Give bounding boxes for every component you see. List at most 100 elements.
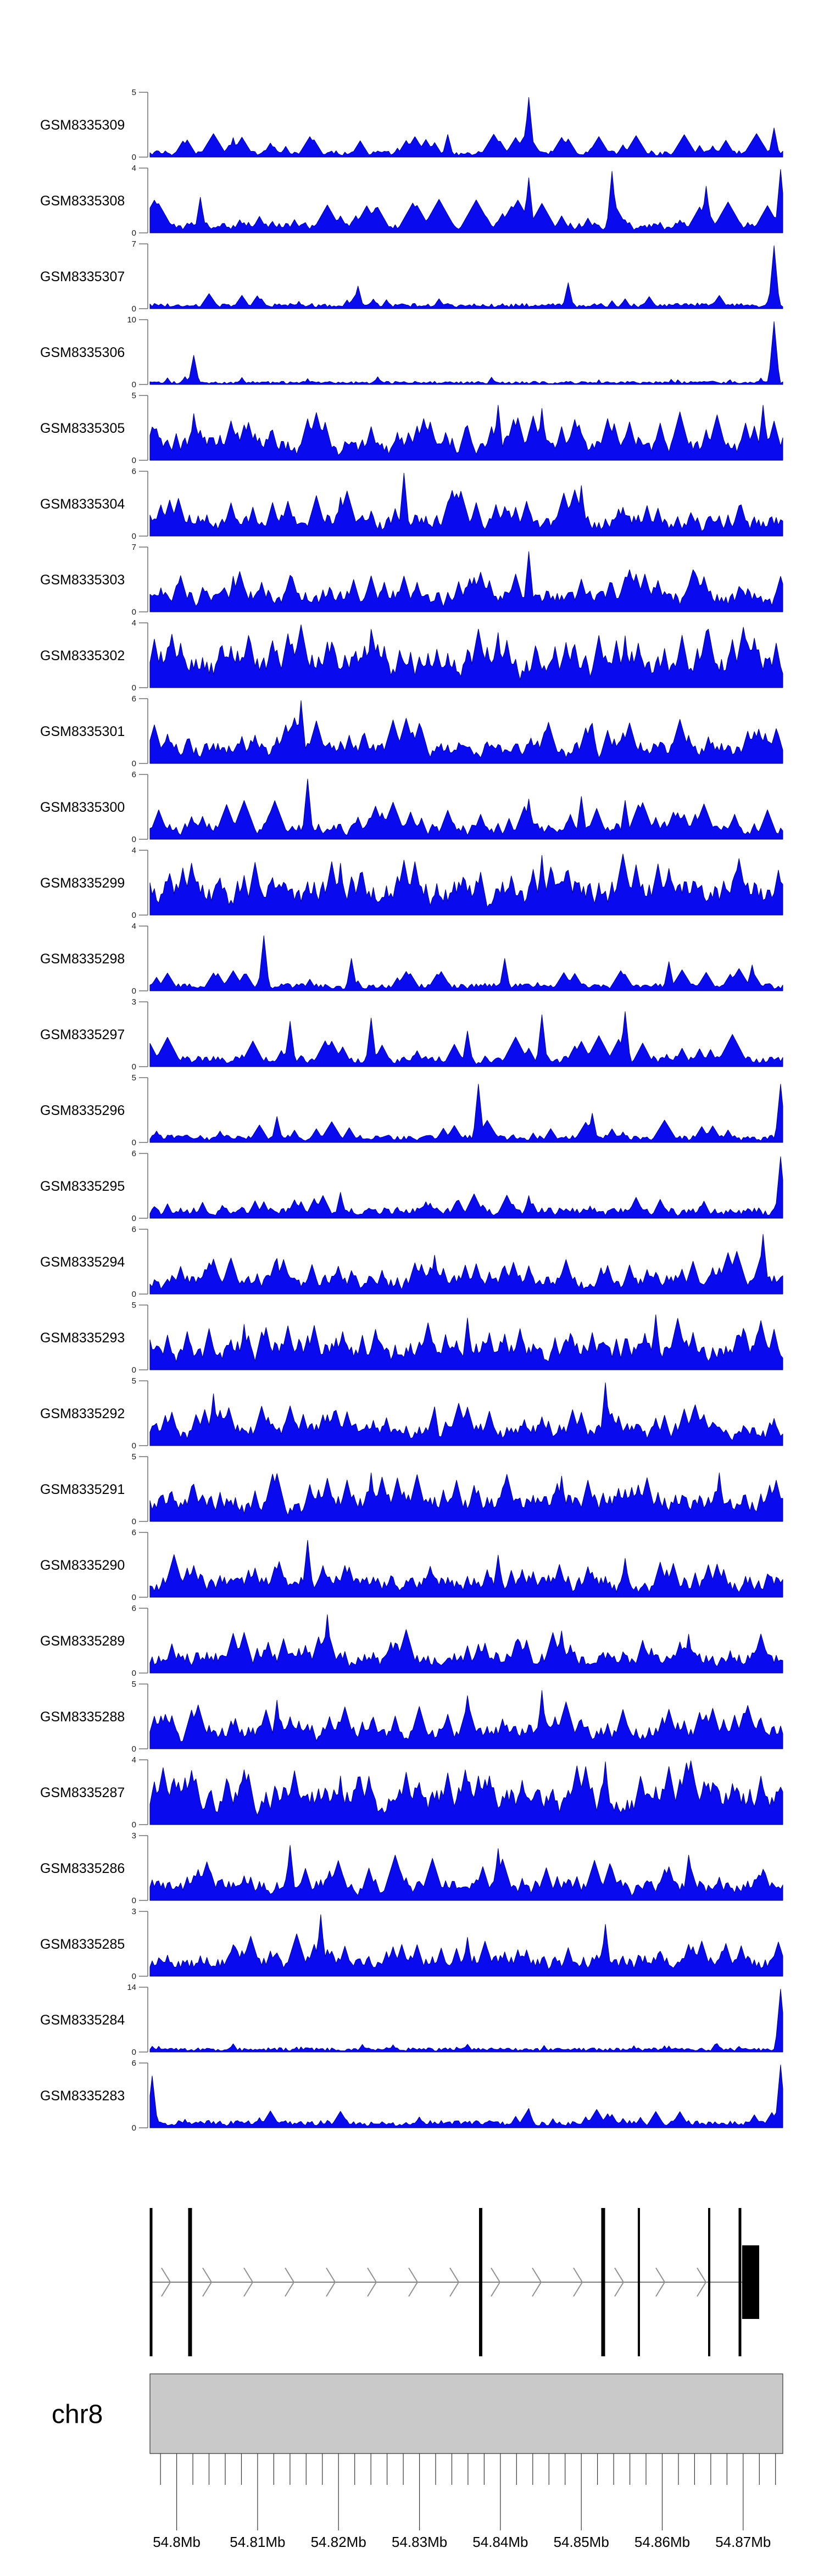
- coverage-track-plot: GSM8335293 5 0: [40, 1301, 783, 1375]
- track-label: GSM8335294: [40, 1254, 125, 1270]
- coverage-track-plot: GSM8335296 5 0: [40, 1073, 783, 1147]
- track-label: GSM8335283: [40, 2088, 125, 2104]
- coverage-track-plot: GSM8335308 4 0: [40, 164, 783, 238]
- track-label: GSM8335290: [40, 1558, 125, 1573]
- coverage-track-row: GSM8335303 7 0: [0, 538, 824, 621]
- coverage-track-plot: GSM8335309 5 0: [40, 88, 783, 162]
- coverage-track-plot: GSM8335288 5 0: [40, 1680, 783, 1754]
- y-axis-max-label: 6: [132, 467, 136, 476]
- coverage-area: [149, 1011, 783, 1067]
- axis-tick-label: 54.81Mb: [230, 2534, 285, 2550]
- y-axis: [139, 547, 148, 612]
- chromosome-axis: chr8 54.8Mb 54.81Mb 54.82Mb 54.83Mb 54.84Mb 54…: [52, 2373, 783, 2550]
- track-label: GSM8335299: [40, 876, 125, 891]
- axis-tick-label: 54.83Mb: [392, 2534, 447, 2550]
- exon-bar: [601, 2208, 605, 2356]
- coverage-area: [149, 700, 783, 764]
- strand-arrow-icon: [573, 2267, 583, 2297]
- y-axis-zero-label: 0: [132, 683, 136, 693]
- exon-bar: [638, 2208, 640, 2356]
- y-axis: [139, 1456, 148, 1522]
- axis-ticks: [160, 2454, 776, 2530]
- coverage-track-plot: GSM8335303 7 0: [40, 543, 783, 617]
- coverage-area: [149, 473, 783, 537]
- y-axis: [139, 1153, 148, 1219]
- coverage-track-plot: GSM8335289 6 0: [40, 1604, 783, 1678]
- axis-tick-label: 54.87Mb: [715, 2534, 771, 2550]
- coverage-track-plot: GSM8335302 4 0: [40, 618, 783, 693]
- coverage-area: [149, 1540, 783, 1598]
- coverage-track-plot: GSM8335300 6 0: [40, 770, 783, 844]
- coverage-track-plot: GSM8335284 14 0: [40, 1983, 783, 2057]
- coverage-track-row: GSM8335285 3 0: [0, 1903, 824, 1985]
- y-axis-max-label: 6: [132, 1149, 136, 1158]
- track-label: GSM8335298: [40, 951, 125, 967]
- y-axis-zero-label: 0: [132, 1896, 136, 1905]
- y-axis: [139, 698, 148, 764]
- y-axis-max-label: 10: [127, 315, 136, 325]
- coverage-area: [149, 1690, 783, 1749]
- coverage-area: [149, 778, 783, 840]
- coverage-track-plot: GSM8335299 4 0: [40, 846, 783, 920]
- coverage-track-row: GSM8335283 6 0: [0, 2054, 824, 2137]
- coverage-area: [149, 1614, 783, 1674]
- y-axis-max-label: 3: [132, 1831, 136, 1841]
- coverage-track-row: GSM8335294 6 0: [0, 1220, 824, 1303]
- y-axis-max-label: 4: [132, 846, 136, 855]
- coverage-track-row: GSM8335307 7 0: [0, 235, 824, 317]
- y-axis: [139, 925, 148, 991]
- coverage-track-row: GSM8335292 5 0: [0, 1372, 824, 1454]
- y-axis-max-label: 6: [132, 1528, 136, 1537]
- y-axis: [139, 1683, 148, 1749]
- y-axis: [139, 2062, 148, 2128]
- gene-model-track: [149, 2208, 759, 2356]
- y-axis-max-label: 5: [132, 1301, 136, 1310]
- coverage-track-row: GSM8335298 4 0: [0, 917, 824, 1000]
- y-axis: [139, 1759, 148, 1825]
- strand-arrow-icon: [367, 2267, 377, 2297]
- coverage-track-row: GSM8335297 3 0: [0, 993, 824, 1075]
- y-axis-max-label: 7: [132, 543, 136, 552]
- axis-tick-label: 54.82Mb: [311, 2534, 366, 2550]
- coverage-track-row: GSM8335302 4 0: [0, 614, 824, 696]
- track-label: GSM8335309: [40, 118, 125, 133]
- y-axis: [139, 850, 148, 916]
- coverage-track-plot: GSM8335305 5 0: [40, 391, 783, 465]
- strand-arrow-icon: [491, 2267, 501, 2297]
- y-axis-max-label: 4: [132, 164, 136, 173]
- y-axis-max-label: 5: [132, 1073, 136, 1083]
- coverage-area: [149, 625, 783, 688]
- axis-tick-label: 54.8Mb: [153, 2534, 201, 2550]
- exon-box: [742, 2245, 759, 2319]
- y-axis-zero-label: 0: [132, 304, 136, 314]
- chromosome-bar: [149, 2373, 783, 2454]
- coverage-track-row: GSM8335301 6 0: [0, 690, 824, 772]
- track-label: GSM8335286: [40, 1861, 125, 1876]
- strand-arrow-icon: [202, 2267, 213, 2297]
- y-axis-zero-label: 0: [132, 380, 136, 389]
- coverage-area: [149, 405, 783, 461]
- coverage-area: [149, 97, 783, 158]
- coverage-track-plot: GSM8335290 6 0: [40, 1528, 783, 1602]
- y-axis-zero-label: 0: [132, 1290, 136, 1299]
- coverage-track-row: GSM8335296 5 0: [0, 1069, 824, 1151]
- coverage-area: [149, 246, 783, 309]
- y-axis-max-label: 7: [132, 239, 136, 249]
- track-label: GSM8335300: [40, 800, 125, 815]
- coverage-track-row: GSM8335289 6 0: [0, 1599, 824, 1682]
- coverage-track-row: GSM8335299 4 0: [0, 841, 824, 924]
- coverage-track-plot: GSM8335297 3 0: [40, 997, 783, 1072]
- coverage-track-plot: GSM8335307 7 0: [40, 239, 783, 314]
- y-axis-max-label: 6: [132, 1225, 136, 1234]
- y-axis-zero-label: 0: [132, 1744, 136, 1754]
- axis-tick-label: 54.85Mb: [554, 2534, 609, 2550]
- y-axis-max-label: 6: [132, 1604, 136, 1613]
- track-label: GSM8335293: [40, 1330, 125, 1346]
- coverage-track-plot: GSM8335306 10 0: [40, 315, 783, 389]
- coverage-track-plot: GSM8335294 6 0: [40, 1225, 783, 1299]
- coverage-track-row: GSM8335290 6 0: [0, 1524, 824, 1606]
- track-label: GSM8335291: [40, 1482, 125, 1497]
- strand-arrow-icon: [532, 2267, 542, 2297]
- y-axis: [139, 1304, 148, 1370]
- y-axis-max-label: 4: [132, 1755, 136, 1765]
